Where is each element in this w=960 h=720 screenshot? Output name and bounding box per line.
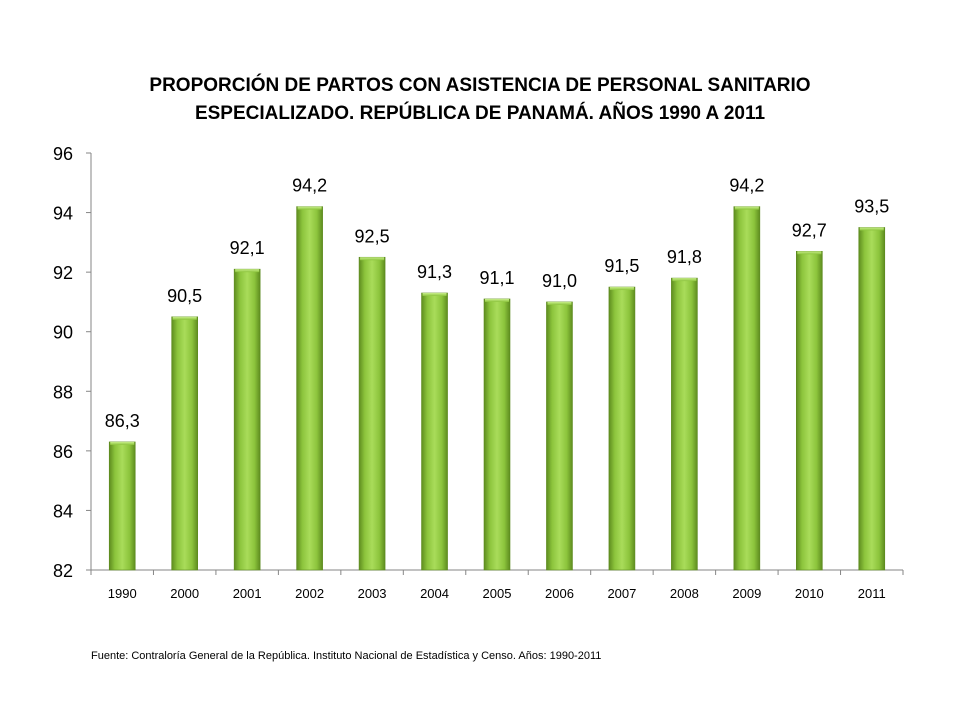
bar-2001	[233, 268, 261, 571]
bar-2003	[358, 256, 386, 571]
x-tick-label: 2002	[295, 586, 324, 601]
data-label: 94,2	[729, 176, 764, 196]
bar-highlight	[235, 269, 260, 273]
bar-highlight	[360, 257, 385, 261]
y-tick-label: 86	[53, 442, 73, 462]
bar	[796, 250, 823, 571]
bar-highlight	[110, 441, 135, 445]
bar-highlight	[797, 251, 822, 255]
bar	[733, 206, 761, 571]
bar-highlight	[734, 206, 759, 210]
bar	[171, 316, 198, 571]
y-tick-label: 84	[53, 501, 73, 521]
x-tick-label: 2004	[420, 586, 449, 601]
bar-highlight	[297, 206, 322, 210]
chart-title-line-2: ESPECIALIZADO. REPÚBLICA DE PANAMÁ. AÑOS…	[194, 103, 766, 124]
bar-2002	[296, 206, 323, 571]
bar	[858, 227, 886, 571]
data-label: 91,0	[542, 271, 577, 291]
bar	[608, 286, 636, 571]
chart-title: PROPORCIÓN DE PARTOS CON ASISTENCIA DE P…	[0, 72, 960, 128]
data-label: 90,5	[167, 286, 202, 306]
bar	[671, 277, 698, 571]
chart-title-line-1: PROPORCIÓN DE PARTOS CON ASISTENCIA DE P…	[149, 75, 811, 96]
data-label: 86,3	[105, 411, 140, 431]
bar-2010	[796, 250, 823, 571]
data-label: 92,7	[792, 220, 827, 240]
bar-2006	[546, 301, 573, 571]
bar-1990	[108, 441, 136, 571]
data-label: 91,8	[667, 247, 702, 267]
y-tick-label: 94	[53, 204, 73, 224]
data-label: 92,5	[355, 226, 390, 246]
bar-2009	[733, 206, 761, 571]
x-tick-label: 2009	[732, 586, 761, 601]
bar-highlight	[672, 278, 697, 282]
x-tick-label: 2006	[545, 586, 574, 601]
bar-2011	[858, 227, 886, 571]
data-label: 94,2	[292, 176, 327, 196]
x-tick-label: 2001	[233, 586, 262, 601]
bar-2008	[671, 277, 698, 571]
x-tick-label: 2003	[358, 586, 387, 601]
data-label: 93,5	[854, 196, 889, 216]
y-tick-label: 88	[53, 382, 73, 402]
bar-highlight	[485, 298, 509, 302]
x-tick-label: 2010	[795, 586, 824, 601]
bar-highlight	[547, 301, 572, 305]
x-tick-label: 2007	[607, 586, 636, 601]
y-tick-label: 90	[53, 323, 73, 343]
bar	[546, 301, 573, 571]
x-tick-label: 1990	[108, 586, 137, 601]
bar-highlight	[422, 292, 447, 296]
data-label: 91,1	[479, 268, 514, 288]
bar	[421, 292, 448, 571]
data-label: 91,5	[604, 256, 639, 276]
bar-highlight	[859, 227, 884, 231]
bar-2007	[608, 286, 636, 571]
source-note: Fuente: Contraloría General de la Repúbl…	[91, 650, 602, 662]
x-tick-label: 2008	[670, 586, 699, 601]
y-tick-label: 96	[53, 144, 73, 164]
data-label: 91,3	[417, 262, 452, 282]
y-tick-label: 92	[53, 263, 73, 283]
x-tick-label: 2000	[170, 586, 199, 601]
x-tick-label: 2005	[483, 586, 512, 601]
bar	[358, 256, 386, 571]
y-tick-label: 82	[53, 561, 73, 581]
data-label: 92,1	[230, 238, 265, 258]
bar-2000	[171, 316, 198, 571]
bar	[483, 298, 511, 571]
bar-highlight	[172, 316, 197, 320]
bar-highlight	[609, 287, 634, 291]
bar-2005	[483, 298, 511, 571]
bar-2004	[421, 292, 448, 571]
bar	[108, 441, 136, 571]
x-tick-label: 2011	[858, 586, 886, 601]
bar	[296, 206, 323, 571]
bar	[233, 268, 261, 571]
